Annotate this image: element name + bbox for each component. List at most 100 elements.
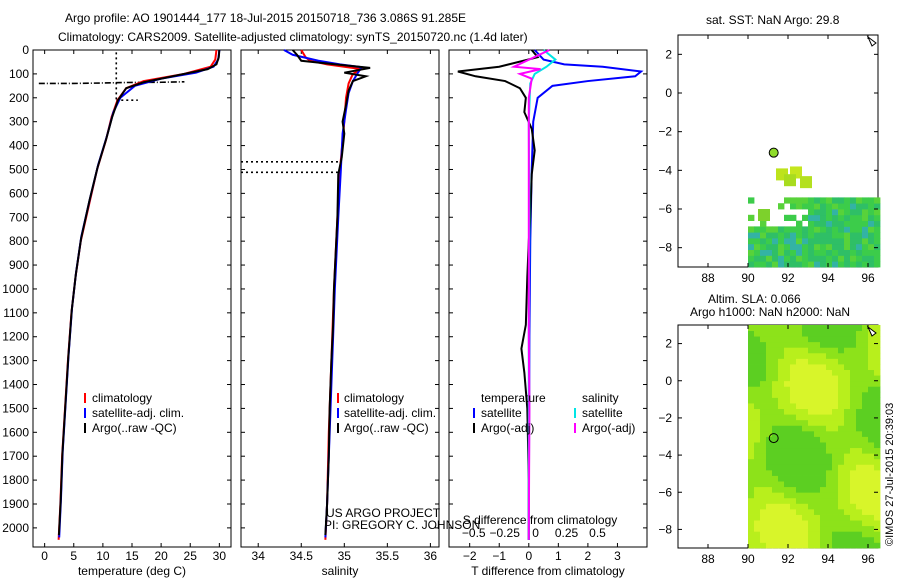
map-cell	[826, 243, 833, 250]
map-cell	[838, 436, 845, 443]
map-cell	[850, 261, 857, 268]
map-cell	[796, 358, 803, 365]
map-cell	[778, 469, 785, 476]
map-cell	[862, 352, 869, 359]
map-cell	[796, 403, 803, 410]
map-cell	[868, 380, 875, 387]
map-cell	[760, 238, 767, 245]
map-cell	[874, 520, 881, 527]
map-cell	[862, 203, 869, 210]
map-cell	[748, 430, 755, 437]
map-cell	[760, 414, 767, 421]
map-cell	[826, 536, 833, 543]
map-cell	[802, 436, 809, 443]
map-cell	[856, 475, 863, 482]
map-cell	[874, 364, 881, 370]
figure-title-line1: Argo profile: AO 1901444_177 18-Jul-2015…	[65, 11, 466, 25]
map-cell	[760, 508, 767, 515]
map-cell	[766, 442, 773, 449]
map-cell	[868, 232, 875, 239]
map-cell	[748, 419, 755, 426]
map-cell	[868, 520, 875, 527]
map-cell	[790, 475, 797, 482]
map-cell	[766, 419, 773, 426]
s-tick-label: 0	[532, 526, 539, 540]
map-cell	[754, 481, 761, 488]
y-tick-label: −2	[658, 125, 672, 139]
map-cell	[802, 386, 809, 393]
x-tick-label: 0	[525, 549, 532, 563]
map-cell	[874, 336, 881, 343]
map-cell	[808, 232, 815, 239]
map-cell	[766, 525, 773, 532]
map-cell	[844, 419, 851, 426]
salinity-xlabel: salinity	[322, 564, 359, 578]
map-cell	[772, 369, 779, 376]
map-cell	[874, 403, 881, 410]
map-cell	[748, 414, 755, 421]
series-line-s-argo-adj	[510, 49, 550, 540]
map-cell	[820, 542, 827, 549]
map-cell	[808, 214, 815, 221]
map-cell	[796, 525, 803, 532]
map-cell	[838, 497, 845, 504]
map-cell	[826, 414, 833, 421]
map-cell	[832, 531, 839, 538]
map-cell	[808, 436, 815, 443]
map-cell	[748, 486, 755, 493]
map-cell	[796, 364, 803, 370]
map-cell	[844, 249, 851, 256]
map-cell	[862, 255, 869, 262]
map-cell	[808, 238, 815, 245]
map-cell	[790, 364, 797, 370]
legend-label-t-argo: Argo(-adj)	[481, 421, 534, 435]
map-cell	[844, 391, 851, 398]
map-cell	[832, 336, 839, 343]
map-cell	[760, 403, 767, 410]
map-cell	[748, 447, 755, 454]
sst-map-title: sat. SST: NaN Argo: 29.8	[706, 13, 840, 27]
map-cell	[748, 469, 755, 476]
map-cell	[748, 386, 755, 393]
legend-label-satellite: satellite-adj. clim.	[92, 406, 184, 420]
map-cell	[796, 486, 803, 493]
map-cell	[838, 249, 845, 256]
map-cell	[784, 352, 791, 359]
map-cell	[790, 481, 797, 488]
map-cell	[748, 531, 755, 538]
map-cell	[856, 508, 863, 515]
map-cell	[862, 364, 869, 370]
map-cell	[826, 525, 833, 532]
map-cell	[856, 238, 863, 245]
y-tick-label: 1700	[2, 449, 29, 463]
map-cell	[832, 325, 839, 331]
map-cell	[850, 220, 857, 227]
map-cell	[802, 419, 809, 426]
map-cell	[784, 226, 791, 233]
map-cell	[754, 364, 761, 370]
map-cell	[760, 486, 767, 493]
map-cell	[868, 542, 875, 549]
map-cell	[790, 436, 797, 443]
map-cell	[748, 232, 755, 239]
map-cell	[826, 341, 833, 348]
map-cell	[838, 369, 845, 376]
map-cell	[844, 380, 851, 387]
map-cell	[790, 469, 797, 476]
map-cell	[868, 341, 875, 348]
map-cell	[820, 486, 827, 493]
map-cell	[808, 508, 815, 515]
map-cell	[850, 497, 857, 504]
map-cell	[802, 520, 809, 527]
y-tick-label: 600	[9, 186, 29, 200]
map-cell	[826, 497, 833, 504]
map-cell	[874, 255, 881, 262]
map-cell	[844, 364, 851, 370]
map-cell	[760, 249, 767, 256]
map-cell	[796, 481, 803, 488]
corner-marker	[866, 35, 877, 47]
map-cell	[820, 403, 827, 410]
map-cell	[748, 336, 755, 343]
map-cell	[868, 475, 875, 482]
map-cell	[832, 386, 839, 393]
